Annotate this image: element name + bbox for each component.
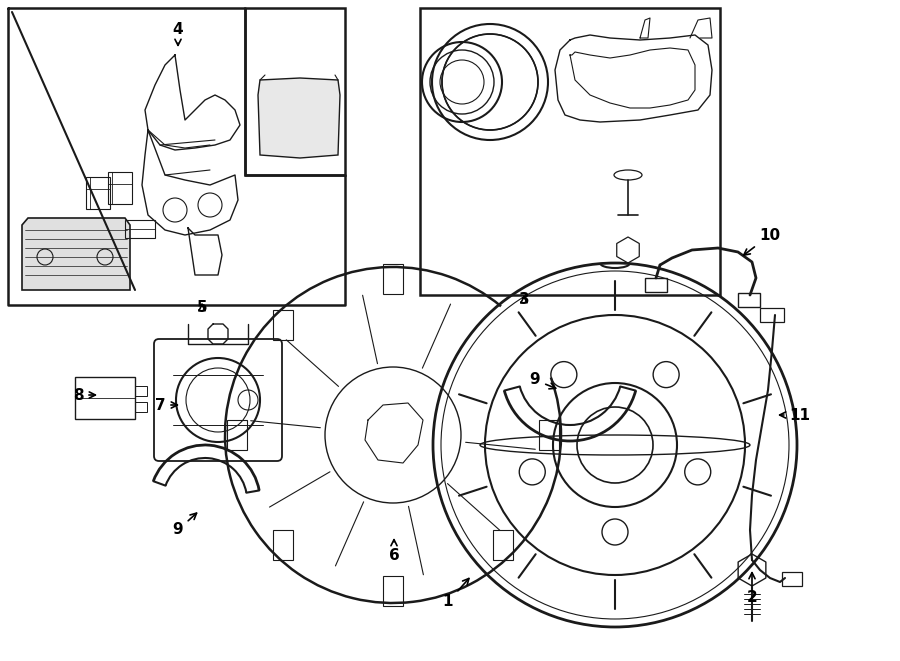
Text: 3: 3	[518, 293, 529, 307]
Bar	[383, 264, 403, 294]
Bar	[782, 572, 802, 586]
Bar	[383, 576, 403, 606]
Bar	[75, 377, 135, 419]
Bar	[738, 293, 760, 307]
Text: 6: 6	[389, 539, 400, 563]
Text: 7: 7	[155, 397, 177, 412]
Bar	[86, 177, 110, 209]
Text: 8: 8	[73, 387, 95, 403]
Bar	[125, 220, 155, 238]
Text: 4: 4	[173, 22, 184, 46]
Text: 10: 10	[743, 227, 780, 255]
Bar	[227, 420, 247, 450]
Text: 9: 9	[173, 513, 196, 537]
Text: 5: 5	[197, 301, 207, 315]
Bar	[135, 386, 147, 396]
Text: 9: 9	[530, 373, 555, 389]
Text: 1: 1	[443, 578, 469, 609]
Bar	[108, 172, 132, 204]
Bar	[135, 402, 147, 412]
Bar	[273, 310, 292, 340]
Text: 11: 11	[779, 407, 811, 422]
Bar	[760, 308, 784, 322]
Polygon shape	[22, 218, 130, 290]
Bar	[273, 530, 292, 561]
Bar	[493, 530, 513, 561]
Bar	[539, 420, 559, 450]
Bar	[420, 8, 720, 295]
Bar	[245, 8, 345, 175]
Bar	[645, 278, 667, 292]
Text: 2: 2	[747, 572, 758, 605]
Polygon shape	[258, 78, 340, 158]
